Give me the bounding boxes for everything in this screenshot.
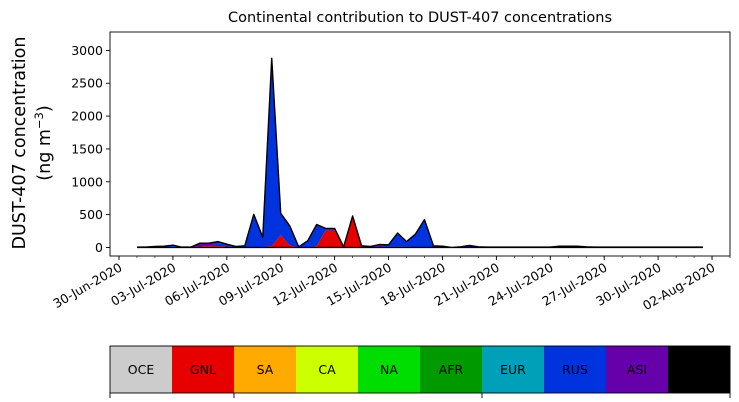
- legend-colorbar: OCE GNL SA CA NA AFR EUR RUS ASI AUS: [109, 345, 731, 398]
- legend-swatch-sa: [234, 346, 297, 393]
- y-tick-label: 0: [95, 240, 103, 255]
- y-tick-label: 500: [79, 207, 103, 222]
- legend-swatch-aus: [668, 346, 731, 393]
- plot-area: 0 500 1000 1500 2000 2500 3000 30-Jun-202003-J…: [50, 31, 731, 313]
- legend-label-afr: AFR: [439, 362, 464, 377]
- series-area-aus: [136, 58, 704, 248]
- x-axis-ticks: 30-Jun-202003-Jul-202006-Jul-202009-Jul-…: [50, 256, 731, 313]
- y-tick-label: 1500: [71, 141, 103, 156]
- legend-swatch-gnl: [172, 346, 235, 393]
- series-layer: [136, 58, 704, 248]
- legend-label-na: NA: [380, 362, 398, 377]
- total-outline: [136, 57, 704, 249]
- legend-swatch-oce: [110, 346, 173, 393]
- legend-swatch-rus: [544, 346, 607, 393]
- legend-swatch-afr: [420, 346, 483, 393]
- series-area-rus: [136, 58, 704, 248]
- y-axis-label-line1: DUST-407 concentration: [10, 37, 30, 250]
- y-axis-label-line2: (ng m−3): [32, 105, 55, 180]
- y-axis-label: DUST-407 concentration (ng m−3): [10, 37, 55, 250]
- chart-title: Continental contribution to DUST-407 con…: [228, 10, 612, 26]
- legend-swatch-asi: [606, 346, 669, 393]
- y-tick-label: 1000: [71, 174, 103, 189]
- legend-swatch-na: [358, 346, 421, 393]
- legend-label-rus: RUS: [562, 362, 588, 377]
- legend-swatch-eur: [482, 346, 545, 393]
- series-area-asi: [136, 58, 704, 248]
- y-tick-label: 2000: [71, 109, 103, 124]
- legend-label-sa: SA: [257, 362, 274, 377]
- legend-frame: [109, 345, 731, 394]
- legend-label-oce: OCE: [128, 362, 155, 377]
- axes-frame: [109, 31, 731, 257]
- legend-label-eur: EUR: [500, 362, 526, 377]
- y-tick-label: 2500: [71, 76, 103, 91]
- series-area-gnl: [136, 215, 704, 248]
- legend-swatch-ca: [296, 346, 359, 393]
- legend-label-ca: CA: [318, 362, 336, 377]
- legend-label-asi: ASI: [627, 362, 647, 377]
- legend-label-gnl: GNL: [190, 362, 216, 377]
- legend-label-aus: AUS: [686, 362, 712, 377]
- y-tick-label: 3000: [71, 43, 103, 58]
- y-axis-ticks: 0 500 1000 1500 2000 2500 3000: [71, 43, 110, 255]
